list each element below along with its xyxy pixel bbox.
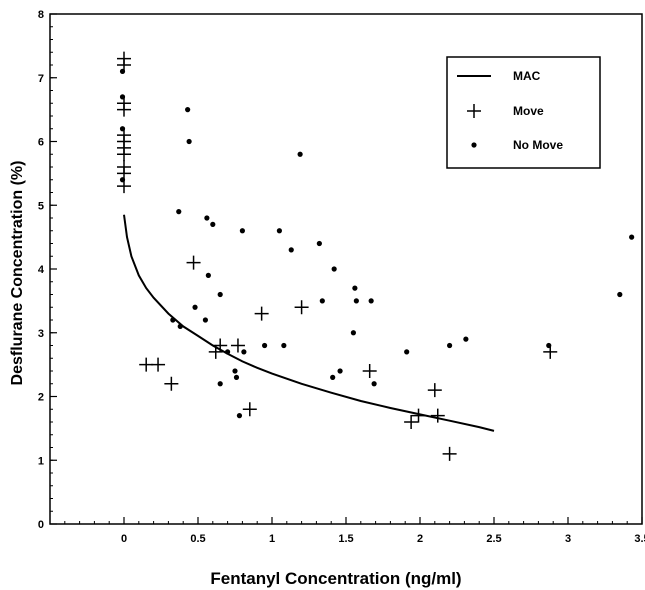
no-move-point <box>629 234 635 240</box>
legend-label-move: Move <box>513 104 544 118</box>
no-move-point <box>404 349 410 355</box>
x-tick-label: 1 <box>269 533 275 545</box>
x-axis-title: Fentanyl Concentration (ng/ml) <box>210 569 461 588</box>
no-move-point <box>185 107 191 113</box>
no-move-point <box>316 240 322 247</box>
x-tick-label: 1.5 <box>338 533 353 545</box>
no-move-point <box>297 151 303 157</box>
y-axis-title: Desflurane Concentration (%) <box>9 161 26 386</box>
move-point <box>151 357 166 372</box>
no-move-point <box>617 291 623 298</box>
no-move-point <box>119 94 126 100</box>
no-move-point <box>350 330 356 336</box>
x-tick-label: 0 <box>121 533 127 545</box>
move-point <box>242 402 257 417</box>
x-axis-ticks: 0 0.5 1 1.5 2 2.5 3 3.5 <box>49 517 645 545</box>
legend-label-mac: MAC <box>513 69 541 83</box>
move-point <box>230 338 245 353</box>
no-move-point <box>186 138 192 145</box>
legend: MAC Move No Move <box>446 56 601 169</box>
move-point <box>362 364 377 378</box>
no-move-point <box>281 342 287 349</box>
no-move-point <box>463 336 469 342</box>
no-move-point <box>177 323 183 329</box>
move-point <box>186 255 201 270</box>
y-tick-label: 1 <box>38 455 44 467</box>
move-point <box>117 102 131 117</box>
no-move-point <box>337 368 343 374</box>
x-tick-label: 3.5 <box>634 533 645 545</box>
no-move-point <box>210 221 216 227</box>
mac-curve <box>123 214 495 432</box>
no-move-point <box>176 209 182 215</box>
y-tick-label: 4 <box>38 264 45 276</box>
no-move-point <box>353 298 359 304</box>
move-point <box>294 300 309 315</box>
no-move-point <box>119 68 126 74</box>
y-tick-label: 7 <box>38 73 44 85</box>
no-move-point <box>204 215 210 221</box>
x-tick-label: 2 <box>417 533 423 545</box>
no-move-point <box>217 381 223 387</box>
x-tick-label: 0.5 <box>190 533 205 545</box>
move-point <box>139 357 154 372</box>
move-point <box>254 306 269 321</box>
legend-no-move-dot-icon <box>471 142 477 148</box>
move-point <box>404 415 419 429</box>
move-point <box>442 446 457 461</box>
no-move-point <box>202 317 208 323</box>
y-tick-label: 3 <box>38 328 44 340</box>
y-tick-label: 2 <box>38 392 44 404</box>
no-move-point <box>546 342 552 349</box>
no-move-point <box>241 349 247 355</box>
no-move-point <box>119 177 126 183</box>
no-move-point <box>331 266 337 272</box>
move-point <box>411 408 426 423</box>
y-tick-label: 6 <box>38 137 44 149</box>
move-point <box>213 338 228 353</box>
no-move-point <box>217 291 223 298</box>
no-move-point <box>319 298 325 304</box>
move-point <box>430 408 445 423</box>
no-move-point <box>330 374 336 380</box>
move-point <box>117 147 131 162</box>
y-tick-label: 8 <box>38 9 44 21</box>
no-move-point <box>192 304 198 310</box>
y-tick-label: 5 <box>38 200 44 212</box>
move-point <box>164 376 179 391</box>
no-move-point <box>371 381 377 387</box>
no-move-point <box>262 342 268 349</box>
legend-label-no-move: No Move <box>513 138 563 152</box>
no-move-point <box>205 272 211 278</box>
no-move-point <box>239 228 245 234</box>
x-tick-label: 3 <box>565 533 571 545</box>
move-point <box>427 383 442 398</box>
no-move-point <box>288 247 294 253</box>
no-move-point <box>276 228 282 234</box>
no-move-point <box>368 298 374 304</box>
x-tick-label: 2.5 <box>486 533 501 545</box>
series-layer <box>117 51 635 461</box>
no-move-point <box>119 126 126 132</box>
no-move-point <box>233 374 240 380</box>
y-tick-label: 0 <box>38 519 44 531</box>
y-axis-ticks: 0 1 2 3 4 5 6 7 8 <box>38 9 57 531</box>
no-move-point <box>232 368 238 374</box>
legend-move-plus-icon <box>467 104 481 118</box>
no-move-point <box>225 349 231 355</box>
no-move-point <box>447 342 453 349</box>
no-move-point <box>352 285 358 291</box>
no-move-point <box>170 317 176 323</box>
no-move-point <box>236 413 243 419</box>
